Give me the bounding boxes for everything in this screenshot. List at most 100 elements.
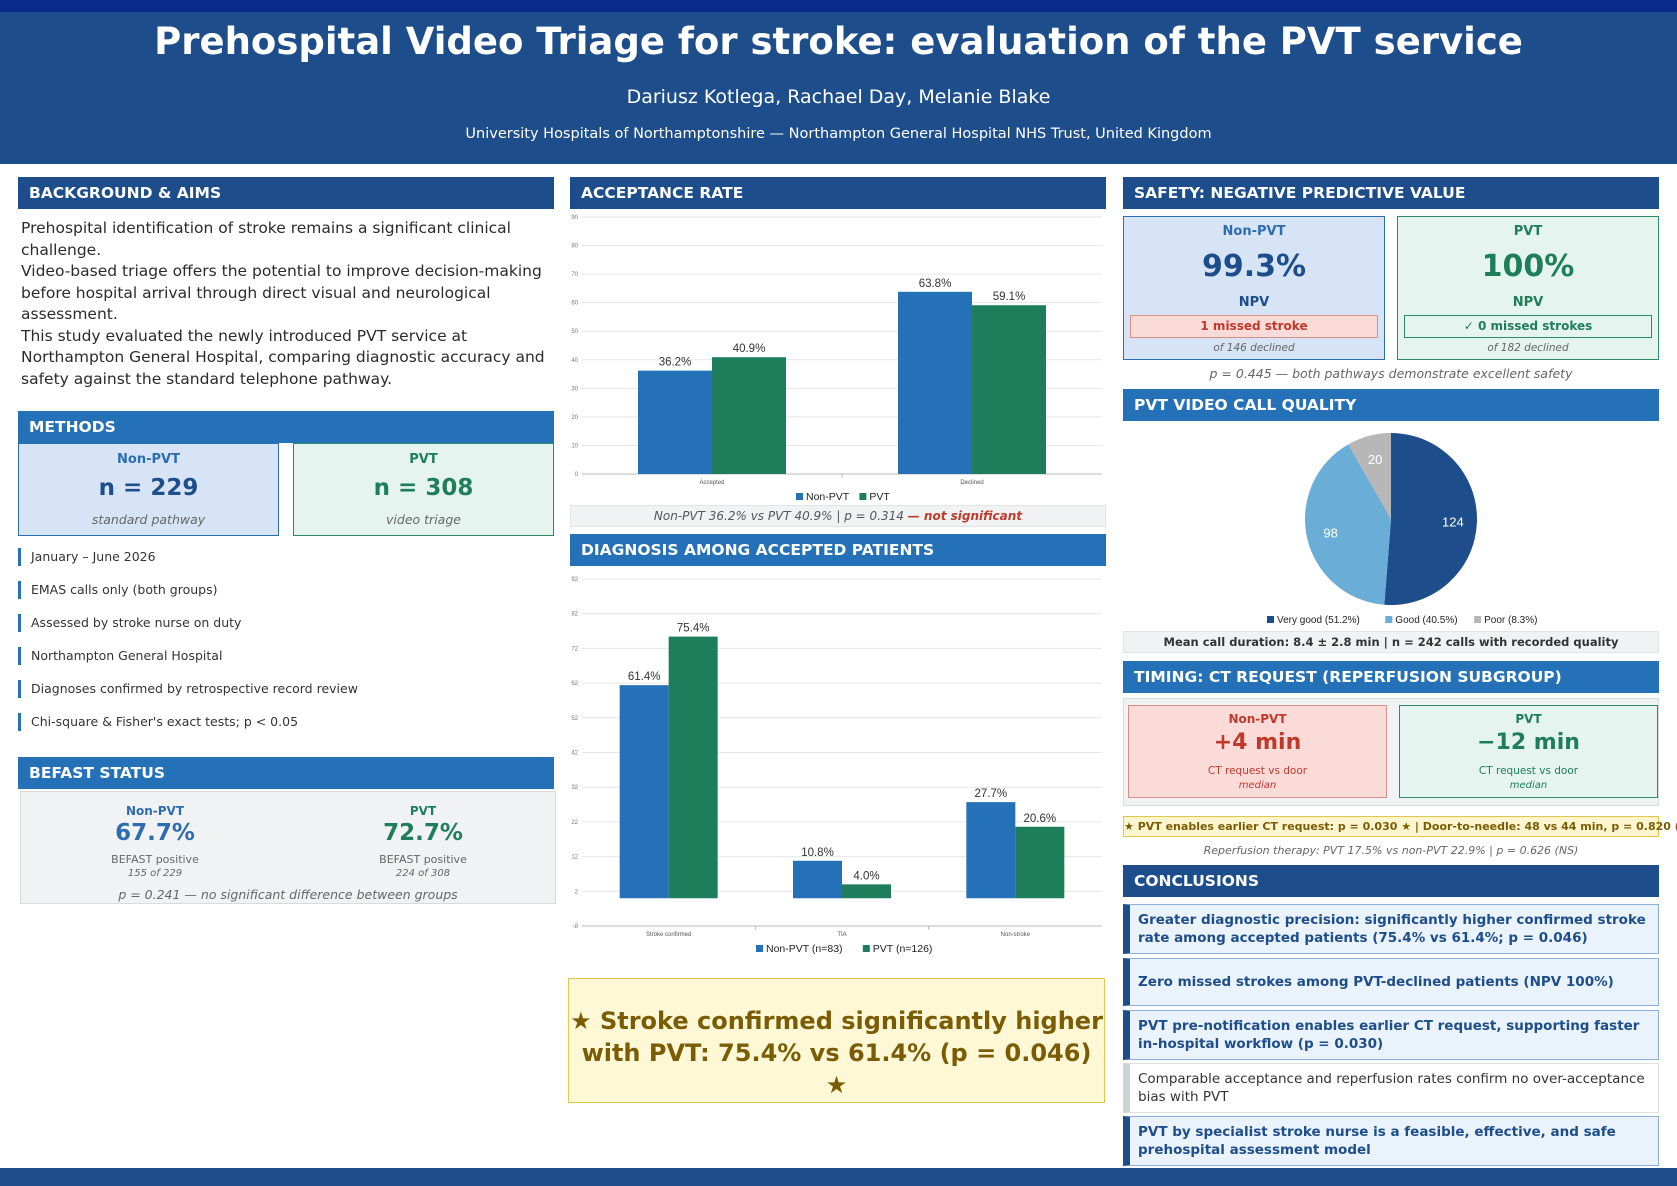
safety-p-value: p = 0.445 — both pathways demonstrate ex…	[1209, 366, 1573, 381]
y-tick-label: 42	[571, 751, 578, 757]
background-text: Prehospital identification of stroke rem…	[21, 218, 551, 390]
bar-value-label: 36.2%	[659, 357, 692, 369]
pie-slice-label: 20	[1368, 452, 1382, 467]
x-tick-label: Declined	[960, 480, 983, 486]
bottom-stripe	[0, 1168, 1677, 1186]
bar-value-label: 27.7%	[975, 788, 1008, 800]
background-paragraph: Prehospital identification of stroke rem…	[21, 219, 511, 259]
acceptance-stats: Non-PVT 36.2% vs PVT 40.9% | p = 0.314	[653, 509, 908, 523]
befast-desc: BEFAST positive	[111, 853, 199, 866]
y-tick-label: 62	[571, 681, 578, 687]
methods-heading: METHODS	[18, 411, 554, 443]
y-tick-label: 22	[571, 820, 578, 826]
befast-panel: Non-PVT 67.7% BEFAST positive 155 of 229…	[20, 791, 556, 904]
pie-slice	[1305, 444, 1391, 605]
acceptance-heading: ACCEPTANCE RATE	[570, 177, 1106, 209]
y-tick-label: 52	[571, 716, 578, 722]
declined-count: of 146 declined	[1213, 342, 1295, 354]
call-quality-pie-chart: 124 98 20 Very good (51.2%) Good (40.5%) Poor…	[1267, 433, 1537, 626]
y-tick-label: 70	[571, 272, 578, 278]
key-finding-line: with PVT: 75.4% vs 61.4% (p = 0.046) ★	[581, 1039, 1092, 1099]
bar-value-label: 63.8%	[919, 278, 952, 290]
group-description: standard pathway	[91, 512, 206, 527]
not-significant-flag: — not significant	[907, 509, 1023, 523]
conclusion-item: PVT pre-notification enables earlier CT …	[1123, 1010, 1659, 1060]
bar	[619, 685, 669, 899]
poster-title: Prehospital Video Triage for stroke: eva…	[154, 20, 1523, 63]
x-tick-label: Stroke confirmed	[646, 932, 691, 938]
group-label: PVT	[409, 452, 438, 467]
key-finding-callout: ★ Stroke confirmed significantly higher …	[568, 978, 1105, 1103]
bar	[898, 291, 972, 474]
declined-count: of 182 declined	[1487, 342, 1569, 354]
acceptance-rate-chart: 0 10 20 30 40 50 60 70 80 90 Accepted 36.2% 40.9% Dec…	[571, 215, 1102, 502]
bar	[668, 636, 718, 899]
safety-heading: SAFETY: NEGATIVE PREDICTIVE VALUE	[1123, 177, 1659, 209]
befast-count: 224 of 308	[395, 868, 451, 879]
conclusion-item: Comparable acceptance and reperfusion ra…	[1123, 1063, 1659, 1113]
y-tick-label: 40	[571, 358, 578, 364]
group-description: video triage	[386, 512, 461, 527]
befast-heading: BEFAST STATUS	[18, 757, 554, 789]
y-tick-label: 12	[571, 855, 578, 861]
background-paragraph: Video-based triage offers the potential …	[21, 262, 542, 323]
group-label: Non-PVT	[117, 452, 180, 467]
befast-value: 67.7%	[115, 820, 195, 846]
bar	[842, 884, 891, 899]
bar-value-label: 20.6%	[1024, 813, 1057, 825]
ct-request-stat: median	[1238, 780, 1277, 791]
x-tick-label: TIA	[837, 932, 846, 938]
conclusion-item: Greater diagnostic precision: significan…	[1123, 904, 1659, 954]
group-label: PVT	[409, 804, 437, 818]
conclusion-item: PVT by specialist stroke nurse is a feas…	[1123, 1116, 1659, 1166]
legend-swatch	[796, 493, 803, 500]
npv-pvt-card: PVT 100% NPV ✓ 0 missed strokes of 182 d…	[1397, 216, 1659, 360]
poster-header: Prehospital Video Triage for stroke: eva…	[0, 12, 1677, 164]
top-stripe	[0, 0, 1677, 12]
conclusions-heading: CONCLUSIONS	[1123, 865, 1659, 897]
legend-label: PVT	[869, 491, 890, 502]
bar-value-label: 59.1%	[993, 291, 1026, 303]
bar	[638, 370, 712, 474]
timing-non-pvt-card: Non-PVT +4 min CT request vs door median	[1128, 705, 1387, 798]
y-tick-label: 92	[571, 577, 578, 583]
bar	[1015, 826, 1065, 899]
group-label: Non-PVT	[1222, 224, 1286, 239]
legend-label: Non-PVT	[806, 491, 850, 502]
background-paragraph: This study evaluated the newly introduce…	[21, 326, 545, 388]
ct-request-banner: ★ PVT enables earlier CT request: p = 0.…	[1123, 816, 1677, 837]
reperfusion-note: Reperfusion therapy: PVT 17.5% vs non-PV…	[1203, 844, 1579, 857]
sample-size: n = 308	[373, 475, 474, 501]
y-tick-label: -8	[573, 924, 579, 930]
bar-value-label: 61.4%	[628, 671, 661, 683]
legend-swatch	[756, 945, 763, 952]
bar	[793, 860, 842, 899]
legend-label: PVT (n=126)	[873, 943, 933, 955]
bar-value-label: 75.4%	[677, 623, 710, 635]
befast-count: 155 of 229	[127, 868, 183, 879]
methods-item: Northampton General Hospital	[18, 647, 222, 665]
npv-label: NPV	[1238, 295, 1270, 310]
poster-authors: Dariusz Kotlega, Rachael Day, Melanie Bl…	[626, 86, 1051, 108]
bar	[712, 357, 786, 474]
group-label: PVT	[1513, 224, 1543, 239]
bar	[966, 802, 1016, 899]
group-label: Non-PVT	[1228, 712, 1287, 726]
y-tick-label: 10	[571, 443, 578, 449]
befast-pvt: PVT 72.7% BEFAST positive 224 of 308	[289, 792, 557, 882]
y-tick-label: 50	[571, 329, 578, 335]
bar	[972, 305, 1046, 474]
x-tick-label: Accepted	[699, 480, 724, 486]
befast-desc: BEFAST positive	[379, 853, 467, 866]
npv-value: 99.3%	[1201, 249, 1307, 284]
bar-value-label: 10.8%	[801, 847, 834, 859]
methods-item: Assessed by stroke nurse on duty	[18, 614, 241, 632]
methods-item: January – June 2026	[18, 548, 156, 566]
legend-swatch	[862, 945, 870, 952]
npv-label: NPV	[1512, 295, 1544, 310]
y-tick-label: 60	[571, 301, 578, 307]
methods-non-pvt-card: Non-PVT n = 229 standard pathway	[18, 443, 279, 536]
y-tick-label: 82	[571, 612, 578, 618]
y-tick-label: 80	[571, 244, 578, 250]
